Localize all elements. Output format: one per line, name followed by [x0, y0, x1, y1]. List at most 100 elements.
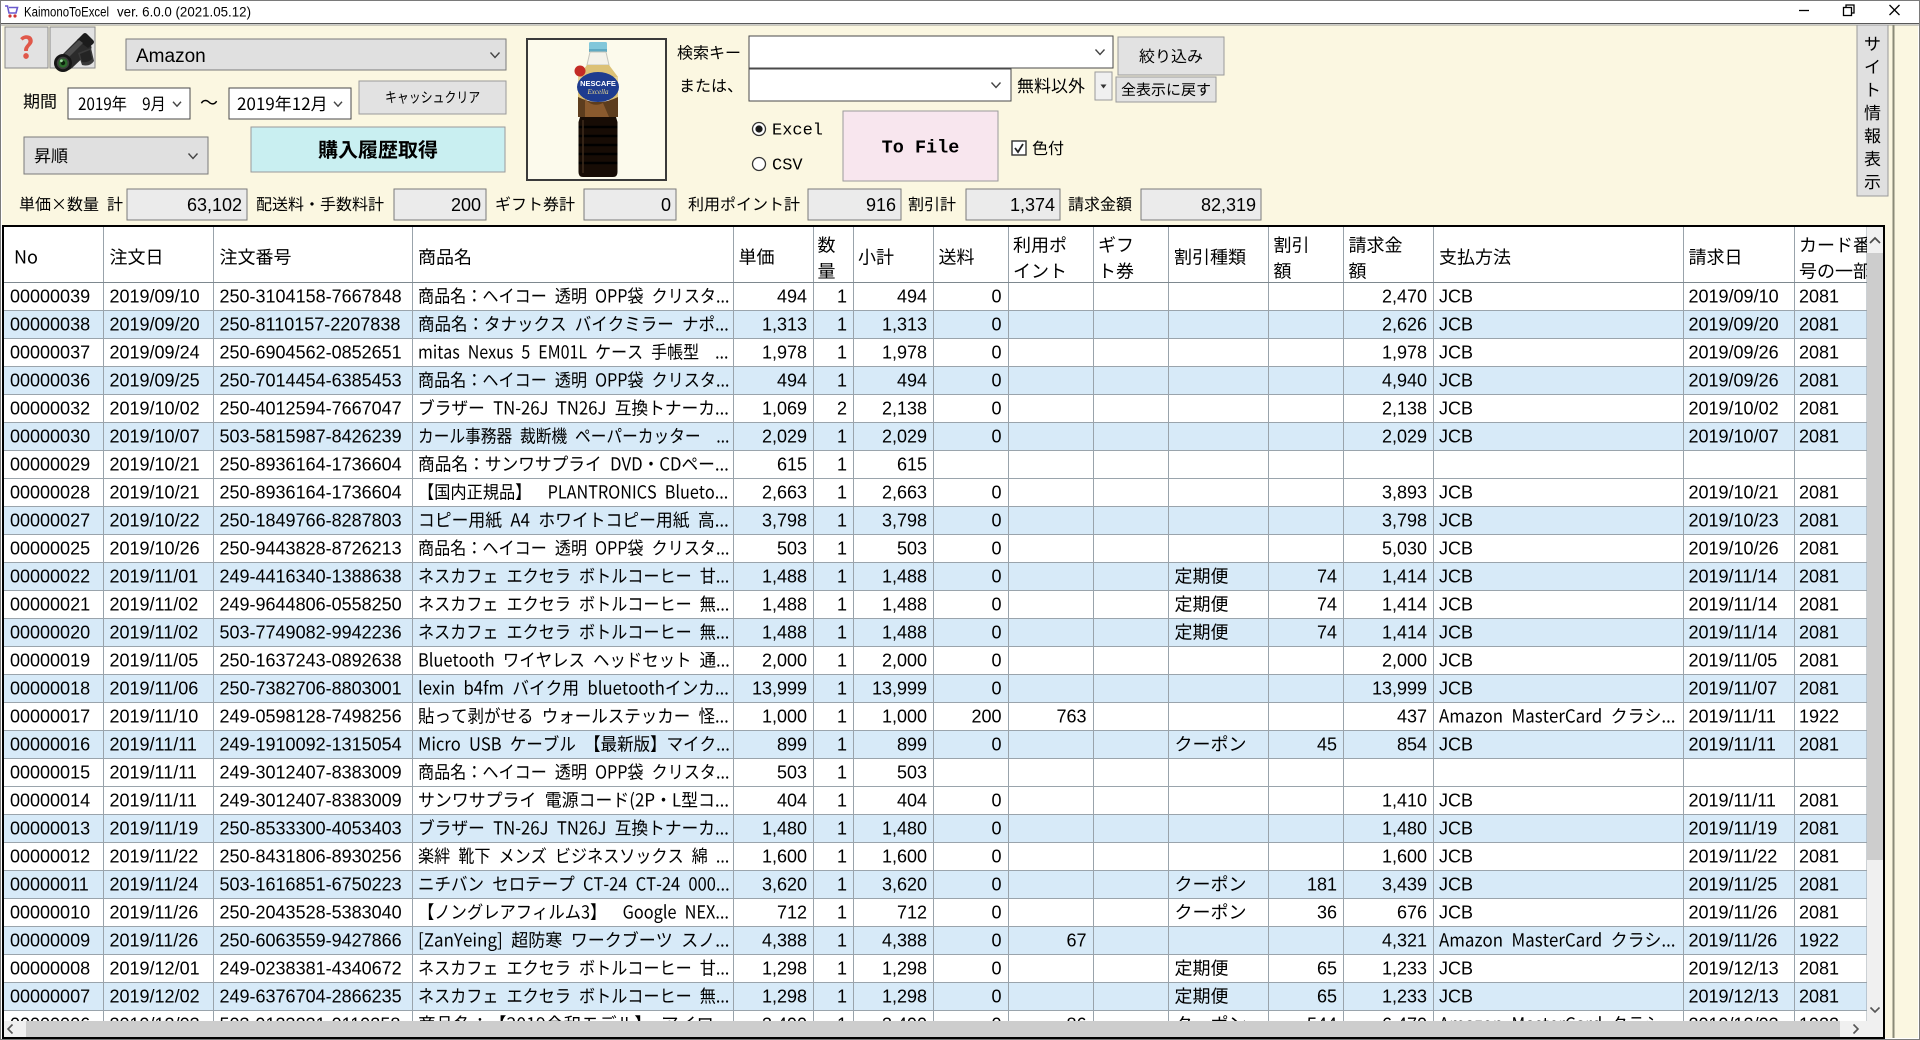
svg-text:2019/11/11: 2019/11/11 [1689, 735, 1776, 755]
svg-text:2019/11/22: 2019/11/22 [110, 847, 199, 867]
svg-text:74: 74 [1317, 595, 1337, 615]
svg-text:0: 0 [991, 875, 1001, 895]
svg-text:JCB: JCB [1439, 343, 1473, 363]
svg-text:2,029: 2,029 [762, 427, 807, 447]
svg-text:250-6063559-9427866: 250-6063559-9427866 [220, 931, 402, 951]
svg-text:1,298: 1,298 [882, 987, 927, 1007]
svg-text:00000027: 00000027 [10, 511, 90, 531]
svg-text:1,488: 1,488 [882, 623, 927, 643]
svg-text:2019/10/26: 2019/10/26 [110, 539, 200, 559]
svg-text:503-5815987-8426239: 503-5815987-8426239 [220, 427, 402, 447]
svg-text:4,321: 4,321 [1382, 931, 1427, 951]
svg-text:JCB: JCB [1439, 875, 1473, 895]
svg-text:1,488: 1,488 [762, 567, 807, 587]
svg-text:1: 1 [837, 567, 847, 587]
svg-text:13,999: 13,999 [872, 679, 927, 699]
svg-text:3,620: 3,620 [762, 875, 807, 895]
svg-text:250-4012594-7667047: 250-4012594-7667047 [220, 399, 402, 419]
svg-text:2081: 2081 [1799, 987, 1839, 1007]
svg-text:74: 74 [1317, 567, 1337, 587]
svg-text:2081: 2081 [1799, 399, 1839, 419]
svg-text:JCB: JCB [1439, 427, 1473, 447]
svg-text:503: 503 [777, 539, 807, 559]
svg-text:0: 0 [991, 987, 1001, 1007]
svg-text:Amazon: Amazon [136, 46, 206, 67]
svg-text:3,893: 3,893 [1382, 483, 1427, 503]
svg-text:1: 1 [837, 875, 847, 895]
svg-text:1,414: 1,414 [1382, 595, 1427, 615]
svg-text:2081: 2081 [1799, 315, 1839, 335]
svg-text:503-1616851-6750223: 503-1616851-6750223 [220, 875, 402, 895]
svg-text:1: 1 [837, 427, 847, 447]
svg-text:1: 1 [837, 623, 847, 643]
svg-text:JCB: JCB [1439, 791, 1473, 811]
svg-text:3,439: 3,439 [1382, 875, 1427, 895]
svg-text:2: 2 [837, 399, 847, 419]
svg-text:2019/11/05: 2019/11/05 [1689, 651, 1778, 671]
svg-text:2,470: 2,470 [1382, 287, 1427, 307]
svg-text:2081: 2081 [1799, 735, 1839, 755]
svg-text:00000017: 00000017 [10, 707, 90, 727]
svg-text:0: 0 [991, 595, 1001, 615]
svg-text:2019/12/13: 2019/12/13 [1689, 959, 1779, 979]
svg-text:615: 615 [897, 455, 927, 475]
svg-text:1,488: 1,488 [882, 567, 927, 587]
svg-text:1: 1 [837, 735, 847, 755]
svg-text:2019/11/11: 2019/11/11 [1689, 791, 1776, 811]
svg-text:2019/11/10: 2019/11/10 [110, 707, 199, 727]
svg-text:KaimonoToExcel: KaimonoToExcel [24, 5, 109, 20]
svg-text:3,798: 3,798 [762, 511, 807, 531]
svg-text:0: 0 [991, 847, 1001, 867]
svg-text:249-0598128-7498256: 249-0598128-7498256 [220, 707, 402, 727]
svg-text:JCB: JCB [1439, 819, 1473, 839]
svg-text:1,600: 1,600 [762, 847, 807, 867]
svg-text:1,978: 1,978 [1382, 343, 1427, 363]
svg-text:JCB: JCB [1439, 315, 1473, 335]
svg-text:1,298: 1,298 [762, 987, 807, 1007]
svg-text:2019/11/06: 2019/11/06 [110, 679, 199, 699]
svg-text:1,978: 1,978 [762, 343, 807, 363]
svg-text:00000037: 00000037 [10, 343, 90, 363]
svg-text:4,388: 4,388 [882, 931, 927, 951]
svg-text:2019/10/02: 2019/10/02 [110, 399, 200, 419]
svg-text:1,414: 1,414 [1382, 567, 1427, 587]
svg-text:250-8936164-1736604: 250-8936164-1736604 [220, 455, 402, 475]
svg-text:2,663: 2,663 [762, 483, 807, 503]
svg-text:2019/11/26: 2019/11/26 [1689, 931, 1778, 951]
svg-text:4,940: 4,940 [1382, 371, 1427, 391]
svg-text:2019/11/26: 2019/11/26 [110, 903, 199, 923]
svg-text:200: 200 [971, 707, 1001, 727]
svg-text:250-8936164-1736604: 250-8936164-1736604 [220, 483, 402, 503]
svg-text:250-8431806-8930256: 250-8431806-8930256 [220, 847, 402, 867]
svg-text:250-7014454-6385453: 250-7014454-6385453 [220, 371, 402, 391]
svg-text:1: 1 [837, 371, 847, 391]
svg-text:0: 0 [991, 651, 1001, 671]
svg-text:0: 0 [991, 735, 1001, 755]
svg-text:1: 1 [837, 455, 847, 475]
svg-text:1: 1 [837, 931, 847, 951]
svg-text:00000020: 00000020 [10, 623, 90, 643]
svg-text:1: 1 [837, 539, 847, 559]
svg-text:0: 0 [991, 371, 1001, 391]
svg-text:2081: 2081 [1799, 875, 1839, 895]
svg-text:0: 0 [991, 315, 1001, 335]
svg-text:2019/11/11: 2019/11/11 [110, 763, 197, 783]
svg-text:2019/09/20: 2019/09/20 [110, 315, 200, 335]
svg-text:JCB: JCB [1439, 539, 1473, 559]
svg-text:00000028: 00000028 [10, 483, 90, 503]
svg-text:2019/11/01: 2019/11/01 [110, 567, 199, 587]
svg-text:13,999: 13,999 [1372, 679, 1427, 699]
svg-text:1: 1 [837, 595, 847, 615]
svg-text:494: 494 [897, 371, 927, 391]
svg-text:2081: 2081 [1799, 287, 1839, 307]
svg-text:00000039: 00000039 [10, 287, 90, 307]
svg-text:67: 67 [1066, 931, 1086, 951]
svg-text:CSV: CSV [772, 157, 803, 176]
svg-text:854: 854 [1397, 735, 1427, 755]
svg-text:00000021: 00000021 [10, 595, 90, 615]
svg-text:1,480: 1,480 [762, 819, 807, 839]
svg-text:2019/12/02: 2019/12/02 [110, 987, 200, 1007]
svg-text:00000016: 00000016 [10, 735, 90, 755]
svg-text:250-1637243-0892638: 250-1637243-0892638 [220, 651, 402, 671]
svg-text:2081: 2081 [1799, 511, 1839, 531]
